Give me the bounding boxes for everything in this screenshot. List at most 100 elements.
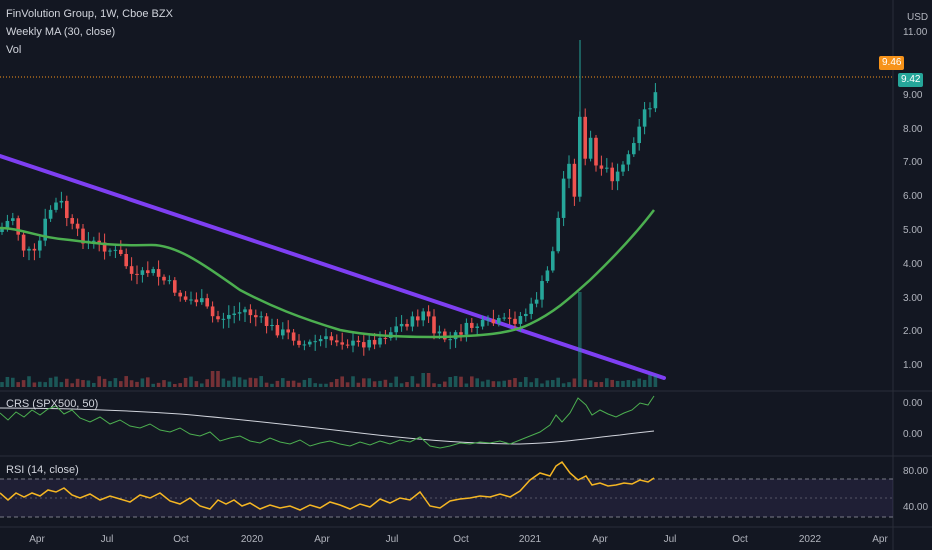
volume-bar: [378, 380, 382, 387]
volume-bar: [583, 379, 587, 387]
candle-body: [486, 319, 490, 321]
candle-body: [578, 116, 582, 197]
volume-bar: [426, 373, 431, 387]
candle-body: [551, 251, 555, 271]
candle-body: [140, 270, 145, 275]
volume-bar: [626, 380, 631, 387]
volume-bar: [437, 383, 442, 387]
candle-body: [156, 269, 161, 277]
candle-body: [443, 331, 447, 340]
rsi-line: [0, 460, 655, 511]
candle-body: [556, 217, 560, 252]
volume-bar: [43, 382, 47, 387]
volume-bar: [567, 382, 571, 387]
crs-legend[interactable]: CRS (SPX500, 50): [6, 398, 99, 410]
candle-body: [491, 319, 496, 324]
crs-benchmark-line: [0, 407, 655, 445]
crs-line: [0, 395, 655, 449]
rsi-legend[interactable]: RSI (14, close): [6, 464, 79, 476]
candle-body: [470, 322, 474, 328]
candle-body: [588, 137, 593, 159]
trendline-drawing[interactable]: [0, 154, 666, 380]
volume-bar: [605, 378, 609, 387]
volume-bar: [178, 383, 182, 387]
time-axis-label: Jul: [664, 534, 677, 545]
volume-bar: [507, 379, 512, 387]
candle-body: [173, 280, 177, 293]
candle-body: [92, 240, 96, 242]
price-axis-label: 5.00: [903, 225, 923, 236]
volume-bar: [416, 383, 420, 387]
candle-body: [216, 316, 220, 320]
volume-bar: [356, 382, 361, 387]
volume-bar: [443, 381, 447, 387]
candle-body: [21, 234, 26, 251]
candle-body: [464, 322, 469, 335]
volume-bar: [189, 376, 193, 387]
volume-bar: [318, 383, 323, 387]
candle-body: [502, 317, 506, 319]
candle-body: [335, 340, 339, 343]
volume-bar: [372, 381, 377, 387]
volume-bar: [200, 383, 204, 387]
volume-bar: [491, 381, 496, 387]
volume-bar: [11, 377, 15, 387]
volume-bar: [254, 378, 258, 387]
candle-body: [194, 299, 199, 303]
candle-body: [632, 143, 636, 155]
candle-body: [27, 248, 31, 251]
volume-bar: [286, 380, 290, 387]
time-axis-label: Oct: [732, 534, 748, 545]
candle-body: [129, 266, 134, 274]
candle-body: [534, 299, 539, 304]
price-axis-label: 2.00: [903, 326, 923, 337]
candle-body: [437, 331, 442, 334]
volume-bar: [173, 383, 177, 387]
candle-body: [189, 299, 193, 301]
volume-bar: [335, 378, 339, 387]
candle-body: [5, 220, 10, 230]
volume-bar: [308, 378, 312, 387]
price-axis-labels: 11.00 9.00 8.00 7.00 6.00 5.00 4.00 3.00 2.00 1.0…: [903, 27, 928, 371]
price-axis-label: 11.00: [903, 27, 928, 38]
candle-body: [410, 316, 415, 327]
volume-bar: [264, 382, 269, 387]
volume-bar: [340, 376, 344, 387]
candle-body: [243, 309, 247, 313]
candle-body: [372, 339, 377, 345]
rsi-axis-label-top: 80.00: [903, 466, 928, 477]
volume-bar: [653, 375, 658, 387]
volume-bar: [259, 376, 263, 387]
candle-body: [318, 339, 323, 342]
time-axis-label: Apr: [29, 534, 45, 545]
candle-body: [545, 270, 550, 282]
ma-legend[interactable]: Weekly MA (30, close): [6, 26, 116, 38]
volume-bar: [227, 380, 231, 387]
vol-legend[interactable]: Vol: [6, 44, 22, 56]
candle-body: [151, 269, 155, 274]
price-axis-label: 9.00: [903, 90, 923, 101]
volume-bar: [243, 379, 247, 387]
volume-bar: [21, 380, 26, 387]
candle-body: [432, 316, 436, 334]
volume-bar: [324, 383, 328, 387]
time-axis-label: Jul: [386, 534, 399, 545]
symbol-legend[interactable]: FinVolution Group, 1W, Cboe BZX: [6, 8, 173, 20]
candle-body: [340, 342, 344, 345]
volume-bar: [32, 382, 37, 387]
candle-body: [254, 315, 258, 318]
candle-body: [459, 332, 463, 335]
candle-body: [70, 218, 74, 224]
volume-bar: [0, 382, 4, 387]
volume-bar: [27, 376, 31, 387]
candle-body: [270, 325, 274, 327]
volume-bar: [362, 378, 366, 387]
volume-bar: [648, 374, 652, 387]
volume-bar: [221, 378, 226, 387]
crs-axis-label-top: 0.00: [903, 398, 923, 409]
volume-bar: [475, 378, 479, 387]
candle-body: [394, 326, 398, 333]
ma-line: [0, 209, 655, 339]
candle-body: [426, 311, 431, 317]
